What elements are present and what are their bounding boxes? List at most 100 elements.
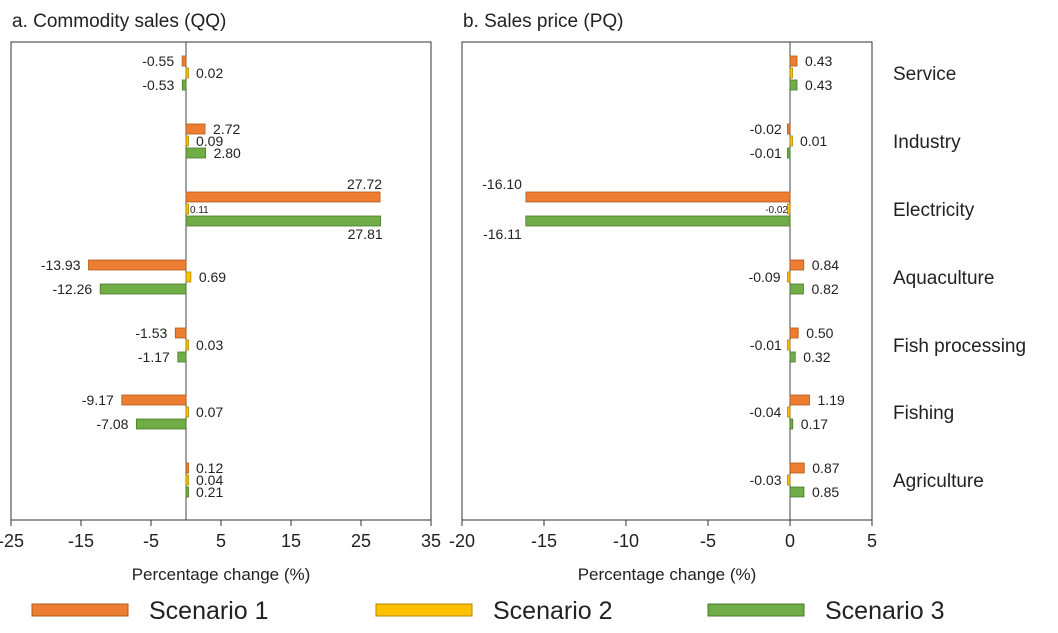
category-label: Electricity bbox=[893, 200, 975, 221]
bar bbox=[789, 135, 793, 147]
data-label: -1.17 bbox=[138, 349, 170, 365]
bar bbox=[177, 351, 187, 363]
bar bbox=[185, 135, 189, 147]
bar bbox=[181, 79, 187, 91]
bar bbox=[789, 79, 798, 91]
bar bbox=[185, 406, 189, 418]
category-label: Fishing bbox=[893, 403, 954, 424]
data-label: 0.43 bbox=[805, 77, 832, 93]
data-label: 0.87 bbox=[812, 460, 839, 476]
data-label: 0.02 bbox=[196, 65, 223, 81]
bar bbox=[525, 191, 791, 203]
panel-title-1: b. Sales price (PQ) bbox=[463, 11, 624, 32]
category-label: Fish processing bbox=[893, 336, 1026, 357]
x-tick-label: -15 bbox=[531, 531, 557, 551]
data-label: -0.53 bbox=[142, 77, 174, 93]
data-label: 0.69 bbox=[199, 269, 226, 285]
x-tick-label: 5 bbox=[867, 531, 877, 551]
bar bbox=[789, 55, 798, 67]
data-label: -13.93 bbox=[41, 257, 81, 273]
data-label: -0.09 bbox=[749, 269, 781, 285]
category-label: Aquaculture bbox=[893, 268, 994, 289]
bar bbox=[789, 486, 805, 498]
legend-swatch bbox=[707, 603, 805, 617]
bar bbox=[185, 67, 189, 79]
data-label: -16.11 bbox=[483, 226, 522, 242]
data-label: 0.85 bbox=[812, 484, 839, 500]
legend-swatch bbox=[31, 603, 129, 617]
data-label: 27.81 bbox=[348, 226, 383, 242]
data-label: -0.55 bbox=[142, 53, 174, 69]
data-label: 0.04 bbox=[196, 472, 223, 488]
bar bbox=[787, 271, 791, 283]
data-label: -1.53 bbox=[135, 325, 167, 341]
bar bbox=[185, 203, 189, 215]
x-axis-label-1: Percentage change (%) bbox=[578, 565, 757, 584]
legend-label: Scenario 3 bbox=[825, 597, 945, 625]
data-label: 0.12 bbox=[196, 460, 223, 476]
bar bbox=[185, 191, 381, 203]
bar bbox=[185, 215, 382, 227]
bar bbox=[185, 147, 207, 159]
data-label: 2.72 bbox=[213, 121, 240, 137]
bar bbox=[185, 474, 189, 486]
bar bbox=[185, 486, 189, 498]
data-label: -0.02 bbox=[750, 121, 782, 137]
data-label: -0.04 bbox=[749, 404, 781, 420]
x-tick-label: -5 bbox=[143, 531, 159, 551]
data-label: 0.43 bbox=[805, 53, 832, 69]
x-tick-label: 35 bbox=[421, 531, 441, 551]
bar bbox=[174, 327, 187, 339]
category-label: Industry bbox=[893, 132, 961, 153]
bar bbox=[787, 339, 791, 351]
bar bbox=[185, 271, 192, 283]
x-tick-label: -20 bbox=[449, 531, 475, 551]
data-label: 0.82 bbox=[811, 281, 838, 297]
legend-label: Scenario 1 bbox=[149, 597, 269, 625]
bar bbox=[787, 203, 791, 215]
x-tick-label: 5 bbox=[216, 531, 226, 551]
bar bbox=[789, 283, 804, 295]
bar bbox=[789, 67, 793, 79]
bar bbox=[185, 462, 189, 474]
data-label: -12.26 bbox=[52, 281, 92, 297]
legend-label: Scenario 2 bbox=[493, 597, 613, 625]
x-tick-label: -15 bbox=[68, 531, 94, 551]
data-label: -0.01 bbox=[750, 145, 782, 161]
data-label: 0.09 bbox=[196, 133, 223, 149]
data-label: 2.80 bbox=[214, 145, 241, 161]
bar bbox=[99, 283, 187, 295]
data-label: 0.07 bbox=[196, 404, 223, 420]
data-label: 0.01 bbox=[800, 133, 827, 149]
data-label: -9.17 bbox=[82, 392, 114, 408]
bar bbox=[185, 339, 189, 351]
category-label: Service bbox=[893, 64, 956, 85]
data-label: 0.84 bbox=[812, 257, 839, 273]
x-tick-label: 15 bbox=[281, 531, 301, 551]
x-tick-label: -5 bbox=[700, 531, 716, 551]
bar bbox=[789, 327, 799, 339]
data-label: 0.50 bbox=[806, 325, 833, 341]
data-label: 0.11 bbox=[190, 205, 209, 216]
data-label: -16.10 bbox=[482, 176, 522, 192]
panel-frame-1 bbox=[461, 41, 873, 521]
data-label: 0.21 bbox=[196, 484, 223, 500]
bar bbox=[787, 123, 791, 135]
bar bbox=[121, 394, 187, 406]
x-tick-label: 0 bbox=[785, 531, 795, 551]
bar bbox=[88, 259, 187, 271]
data-label: 0.17 bbox=[801, 416, 828, 432]
bar bbox=[787, 474, 791, 486]
x-tick-label: -25 bbox=[0, 531, 24, 551]
bar bbox=[136, 418, 187, 430]
x-tick-label: 25 bbox=[351, 531, 371, 551]
bar bbox=[789, 351, 796, 363]
x-axis-label-0: Percentage change (%) bbox=[132, 565, 311, 584]
data-label: 0.03 bbox=[196, 337, 223, 353]
bar bbox=[789, 394, 810, 406]
bar bbox=[789, 462, 805, 474]
category-label: Agriculture bbox=[893, 471, 984, 492]
data-label: -0.03 bbox=[750, 472, 782, 488]
